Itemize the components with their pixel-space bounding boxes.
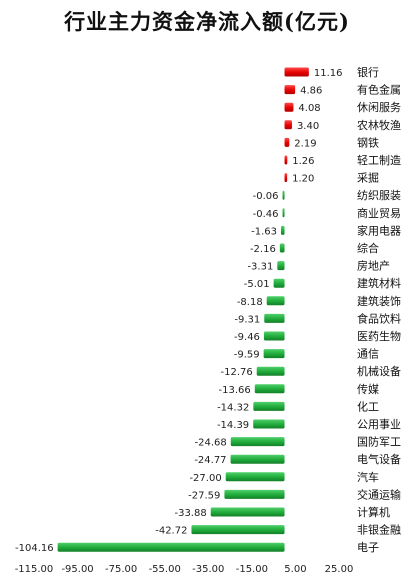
category-label-25: 交通运输: [357, 487, 401, 501]
bar-7: [284, 173, 288, 183]
value-label-26: -33.88: [174, 508, 206, 519]
bar-6: [284, 155, 288, 165]
x-tick-label-7: 5.00: [284, 564, 306, 575]
bar-12: [277, 261, 285, 271]
value-label-19: -13.66: [219, 385, 251, 396]
value-label-15: -9.31: [234, 314, 260, 325]
bar-1: [284, 67, 309, 77]
x-axis: -115.00 -95.00 -75.00 -55.00 -35.00 -15.00 5.0…: [15, 564, 354, 575]
value-label-24: -27.00: [189, 473, 221, 484]
bar-11: [279, 243, 285, 253]
bar-22: [230, 437, 285, 447]
bar-3: [284, 102, 294, 112]
value-label-10: -1.63: [251, 226, 277, 237]
value-label-25: -27.59: [188, 490, 220, 501]
bar-20: [253, 401, 285, 411]
value-label-13: -5.01: [244, 279, 270, 290]
bar-24: [225, 472, 285, 482]
bar-14: [266, 296, 285, 306]
category-label-20: 化工: [357, 399, 379, 413]
bar-4: [284, 120, 292, 130]
bar-28: [57, 542, 285, 552]
x-tick-label-2: -95.00: [61, 564, 93, 575]
category-label-13: 建筑材料: [357, 276, 401, 290]
category-label-23: 电气设备: [357, 452, 401, 466]
value-label-20: -14.32: [217, 402, 249, 413]
x-tick-label-8: 25.00: [325, 564, 354, 575]
bar-18: [256, 366, 285, 376]
value-label-11: -2.16: [250, 244, 276, 255]
bar-8: [282, 190, 285, 200]
bar-23: [230, 454, 285, 464]
value-label-4: 3.40: [297, 121, 319, 132]
value-label-17: -9.59: [234, 350, 260, 361]
value-label-12: -3.31: [247, 262, 273, 273]
category-label-26: 计算机: [357, 505, 390, 519]
value-label-23: -24.77: [194, 455, 226, 466]
category-label-15: 食品饮料: [357, 311, 401, 325]
x-tick-label-1: -115.00: [15, 564, 54, 575]
category-label-21: 公用事业: [357, 418, 401, 431]
category-label-7: 采掘: [357, 171, 379, 185]
category-label-14: 建筑装饰: [357, 294, 401, 308]
labels-layer: 11.16 银行 4.86 有色金属 4.08 休闲服务 3.40 农林牧渔 2.19 钢铁 1.2…: [15, 65, 401, 554]
value-label-3: 4.08: [298, 103, 320, 114]
category-label-10: 家用电器: [357, 223, 401, 237]
category-label-27: 非银金融: [357, 523, 401, 537]
bar-19: [254, 384, 285, 394]
category-label-12: 房地产: [357, 259, 390, 273]
category-label-6: 轻工制造: [357, 153, 401, 167]
bar-25: [224, 489, 285, 499]
bar-10: [280, 225, 285, 235]
bar-21: [253, 419, 285, 429]
category-label-19: 传媒: [357, 383, 379, 396]
chart-title: 行业主力资金净流入额(亿元): [64, 9, 350, 34]
value-label-27: -42.72: [155, 526, 187, 537]
bar-15: [264, 313, 285, 323]
value-label-8: -0.06: [253, 191, 279, 202]
category-label-16: 医药生物: [357, 329, 401, 343]
value-label-9: -0.46: [253, 209, 279, 220]
x-tick-label-4: -55.00: [149, 564, 181, 575]
bar-13: [273, 278, 285, 288]
value-label-2: 4.86: [300, 86, 322, 97]
value-label-28: -104.16: [15, 543, 54, 554]
bar-5: [284, 137, 290, 147]
category-label-24: 汽车: [357, 470, 379, 484]
category-label-2: 有色金属: [357, 83, 401, 97]
x-tick-label-6: -15.00: [236, 564, 268, 575]
bar-9: [282, 208, 285, 218]
x-tick-label-3: -75.00: [105, 564, 137, 575]
bar-2: [284, 85, 296, 95]
category-label-9: 商业贸易: [357, 206, 401, 220]
bar-27: [191, 525, 285, 535]
category-label-11: 综合: [357, 241, 379, 255]
category-label-4: 农林牧渔: [357, 118, 401, 132]
category-label-3: 休闲服务: [357, 100, 401, 114]
value-label-18: -12.76: [220, 367, 252, 378]
bar-16: [263, 331, 285, 341]
value-label-22: -24.68: [195, 438, 227, 449]
bar-26: [210, 507, 285, 517]
bar-17: [263, 349, 285, 359]
category-label-1: 银行: [357, 65, 379, 79]
category-label-17: 通信: [357, 348, 379, 361]
value-label-7: 1.20: [292, 174, 314, 185]
category-label-8: 纺织服装: [357, 188, 401, 202]
category-label-5: 钢铁: [357, 136, 379, 149]
category-label-28: 电子: [357, 541, 379, 554]
value-label-21: -14.39: [217, 420, 249, 431]
value-label-14: -8.18: [237, 297, 263, 308]
bars-layer: [57, 67, 309, 552]
value-label-1: 11.16: [314, 68, 343, 79]
value-label-16: -9.46: [234, 332, 260, 343]
category-label-18: 机械设备: [357, 364, 401, 378]
value-label-6: 1.26: [292, 156, 314, 167]
x-tick-label-5: -35.00: [192, 564, 224, 575]
value-label-5: 2.19: [294, 138, 316, 149]
category-label-22: 国防军工: [357, 435, 401, 449]
